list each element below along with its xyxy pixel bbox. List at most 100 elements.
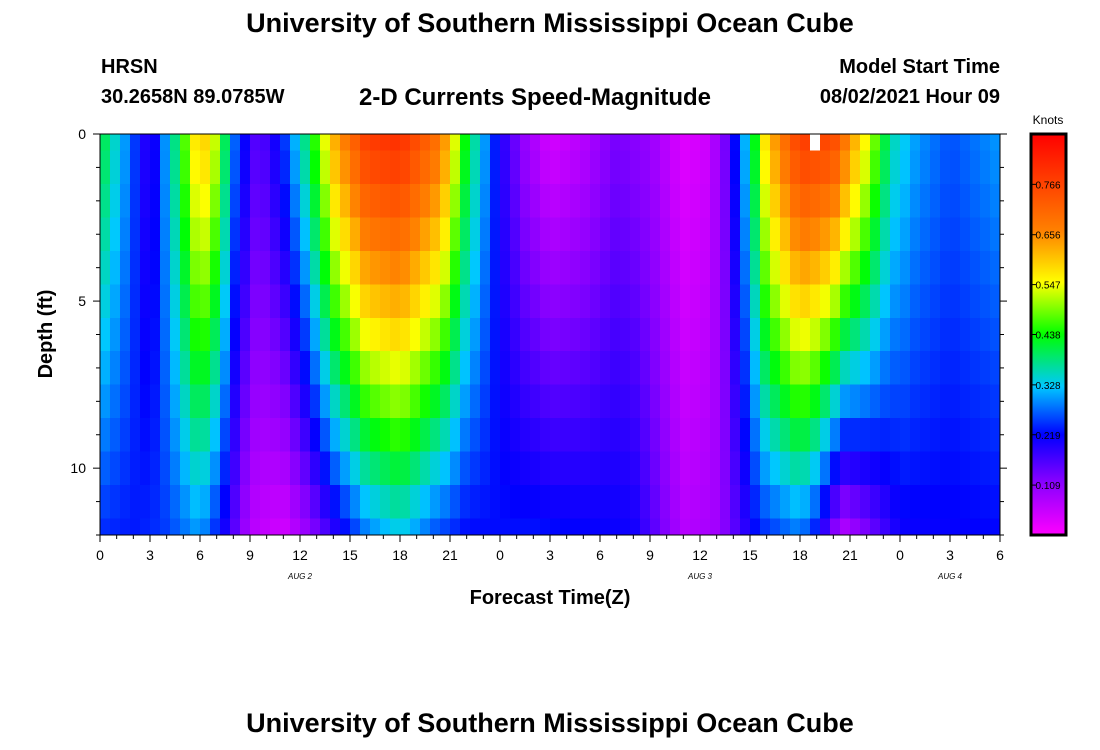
heatmap-cell — [800, 351, 811, 386]
heatmap-cell — [770, 217, 781, 252]
heatmap-cell — [890, 518, 901, 536]
heatmap-cell — [130, 451, 141, 486]
heatmap-cell — [210, 351, 221, 386]
heatmap-cell — [220, 250, 231, 285]
x-tick-label: 0 — [96, 547, 104, 563]
heatmap-cell — [860, 217, 871, 252]
heatmap-cell — [690, 518, 701, 536]
heatmap-cell — [500, 284, 511, 319]
heatmap-cell — [110, 134, 121, 152]
heatmap-cell — [990, 134, 1001, 152]
heatmap-cell — [210, 217, 221, 252]
heatmap-cell — [570, 250, 581, 285]
heatmap-cell — [170, 384, 181, 419]
heatmap-cell — [190, 418, 201, 453]
heatmap-cell — [970, 518, 981, 536]
heatmap-cell — [490, 351, 501, 386]
heatmap-cell — [890, 418, 901, 453]
heatmap-cell — [680, 250, 691, 285]
heatmap-cell — [830, 451, 841, 486]
heatmap-cell — [640, 217, 651, 252]
heatmap-cell — [380, 418, 391, 453]
heatmap-cell — [130, 184, 141, 219]
heatmap-cell — [720, 484, 731, 519]
heatmap-cell — [790, 134, 801, 152]
heatmap-cell — [480, 351, 491, 386]
heatmap-cell — [220, 150, 231, 185]
heatmap-cell — [770, 317, 781, 352]
heatmap-cell — [220, 217, 231, 252]
x-tick-label: 0 — [496, 547, 504, 563]
heatmap-cell — [560, 351, 571, 386]
heatmap-cell — [180, 518, 191, 536]
heatmap-cell — [340, 351, 351, 386]
heatmap-cell — [420, 134, 431, 152]
heatmap-cell — [260, 418, 271, 453]
heatmap-cell — [410, 217, 421, 252]
heatmap-cell — [410, 518, 421, 536]
heatmap-cell — [200, 518, 211, 536]
heatmap-cell — [150, 150, 161, 185]
heatmap-cell — [820, 317, 831, 352]
heatmap-cell — [960, 384, 971, 419]
heatmap-cell — [320, 351, 331, 386]
heatmap-cell — [440, 217, 451, 252]
heatmap-cell — [750, 317, 761, 352]
heatmap-cell — [990, 384, 1001, 419]
heatmap-cell — [100, 250, 111, 285]
heatmap-cell — [270, 134, 281, 152]
heatmap-cell — [700, 518, 711, 536]
heatmap-cell — [290, 317, 301, 352]
heatmap-cell — [390, 518, 401, 536]
heatmap-cell — [180, 150, 191, 185]
heatmap-cell — [190, 284, 201, 319]
heatmap-cell — [710, 217, 721, 252]
heatmap-cell — [600, 384, 611, 419]
model-start-value: 08/02/2021 Hour 09 — [819, 86, 1000, 108]
heatmap-cell — [870, 451, 881, 486]
heatmap-cell — [940, 418, 951, 453]
heatmap-cell — [840, 518, 851, 536]
heatmap-cell — [160, 217, 171, 252]
heatmap-cell — [140, 384, 151, 419]
heatmap-cell — [150, 134, 161, 152]
heatmap-cell — [610, 134, 621, 152]
heatmap-cell — [720, 518, 731, 536]
heatmap-cell — [400, 351, 411, 386]
heatmap-cell — [660, 484, 671, 519]
heatmap-cell — [100, 484, 111, 519]
heatmap-cell — [710, 317, 721, 352]
heatmap-cell — [110, 250, 121, 285]
heatmap-cell — [310, 284, 321, 319]
heatmap-cell — [830, 317, 841, 352]
heatmap-cell — [450, 217, 461, 252]
heatmap-cell — [100, 418, 111, 453]
heatmap-cell — [730, 451, 741, 486]
date-label: AUG 3 — [687, 572, 713, 581]
heatmap-cell — [920, 217, 931, 252]
heatmap-cell — [810, 284, 821, 319]
heatmap-cell — [370, 134, 381, 152]
heatmap-cell — [560, 217, 571, 252]
heatmap-cell — [700, 250, 711, 285]
heatmap-cell — [660, 284, 671, 319]
heatmap-cell — [430, 134, 441, 152]
heatmap-cell — [120, 451, 131, 486]
heatmap-cell — [330, 451, 341, 486]
heatmap-cell — [790, 418, 801, 453]
heatmap-cell — [250, 351, 261, 386]
heatmap-cell — [560, 134, 571, 152]
heatmap-cell — [230, 134, 241, 152]
heatmap-cell — [810, 384, 821, 419]
heatmap-cell — [310, 351, 321, 386]
heatmap-cell — [800, 518, 811, 536]
heatmap-cell — [800, 317, 811, 352]
heatmap-cell — [250, 451, 261, 486]
heatmap-cell — [340, 518, 351, 536]
colorbar-label: Knots — [1033, 113, 1064, 127]
heatmap-cell — [500, 184, 511, 219]
y-tick-labels: 0 5 10 — [70, 126, 86, 476]
heatmap-cell — [260, 351, 271, 386]
x-tick-label: 3 — [546, 547, 554, 563]
heatmap-cell — [200, 217, 211, 252]
